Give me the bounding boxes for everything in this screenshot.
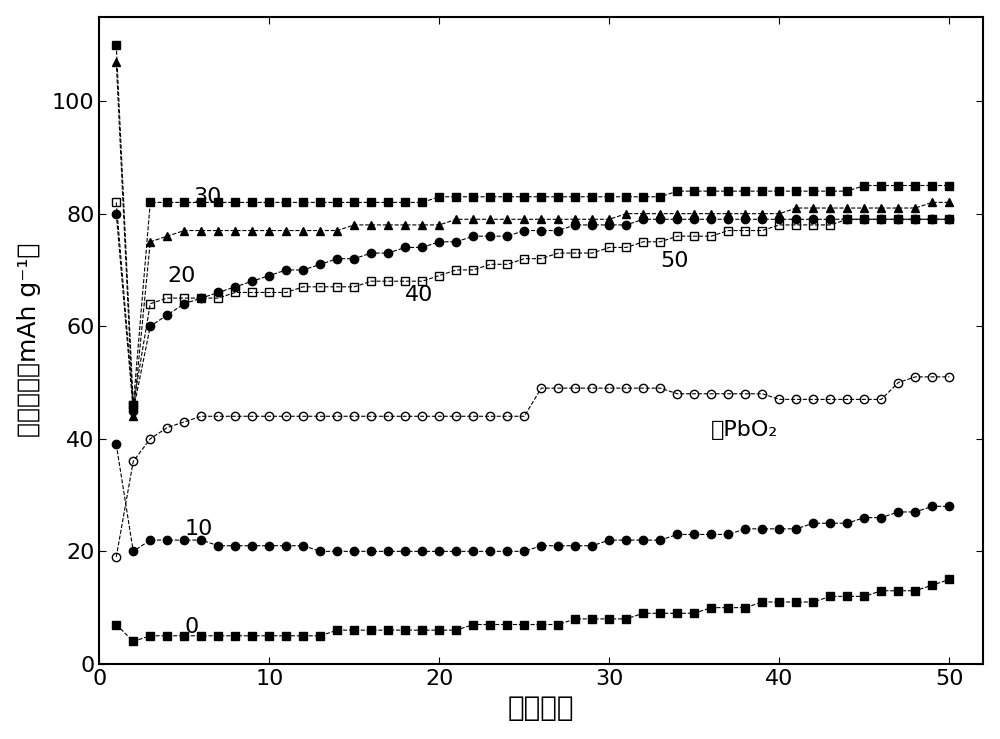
Text: 30: 30 bbox=[193, 187, 221, 207]
Text: 0: 0 bbox=[184, 617, 199, 637]
Text: 绯PbO₂: 绯PbO₂ bbox=[711, 420, 779, 440]
Text: 40: 40 bbox=[405, 285, 434, 305]
Text: 10: 10 bbox=[184, 519, 213, 539]
X-axis label: 循环次数: 循环次数 bbox=[508, 695, 575, 722]
Text: 20: 20 bbox=[167, 265, 196, 285]
Y-axis label: 放电容量（mAh g⁻¹）: 放电容量（mAh g⁻¹） bbox=[17, 243, 41, 437]
Text: 50: 50 bbox=[660, 251, 689, 271]
